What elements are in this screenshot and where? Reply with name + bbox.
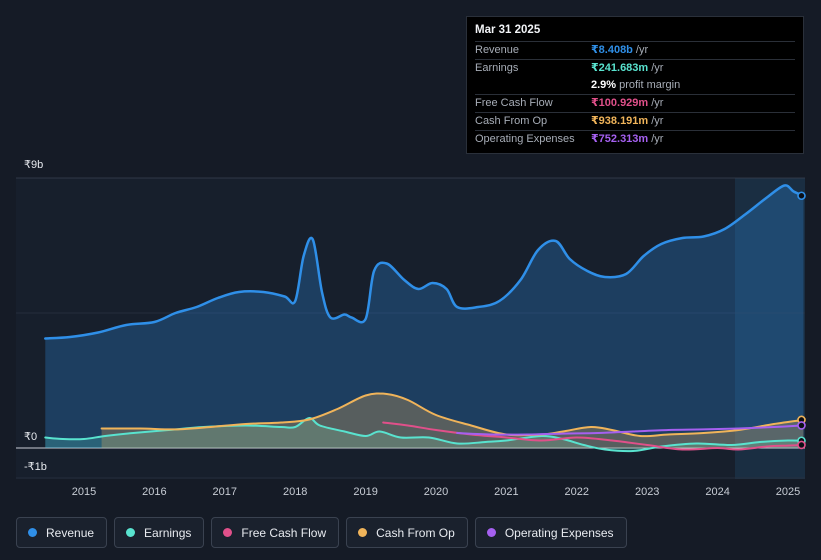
x-tick-label: 2022 bbox=[565, 486, 589, 498]
revenue-area bbox=[45, 185, 804, 448]
legend-dot-icon bbox=[126, 528, 136, 537]
x-tick-label: 2023 bbox=[635, 486, 659, 498]
legend-label: Earnings bbox=[144, 525, 192, 540]
x-tick-label: 2024 bbox=[705, 486, 729, 498]
tooltip-value: ₹752.313m bbox=[591, 133, 649, 145]
y-tick-label: -₹1b bbox=[24, 461, 47, 473]
tooltip-date: Mar 31 2025 bbox=[475, 24, 541, 36]
tooltip-label: Cash From Op bbox=[475, 115, 548, 127]
tooltip-unit: profit margin bbox=[619, 79, 681, 91]
tooltip-label: Operating Expenses bbox=[475, 133, 575, 145]
x-tick-label: 2015 bbox=[72, 486, 96, 498]
tooltip-unit: /yr bbox=[635, 44, 649, 56]
legend-dot-icon bbox=[358, 528, 368, 537]
legend-label: Free Cash Flow bbox=[241, 525, 327, 540]
x-tick-label: 2017 bbox=[213, 486, 237, 498]
revenue-line bbox=[44, 184, 805, 340]
tooltip-row-earnings: Earnings ₹241.683m/yr bbox=[475, 59, 795, 77]
legend-label: Cash From Op bbox=[376, 525, 455, 540]
tooltip-value: ₹938.191m bbox=[591, 115, 649, 127]
tooltip-value: ₹100.929m bbox=[591, 97, 649, 109]
tooltip-value: 2.9% bbox=[591, 79, 617, 91]
tooltip-row-free-cash-flow: Free Cash Flow ₹100.929m/yr bbox=[475, 94, 795, 112]
tooltip-row-operating-expenses: Operating Expenses ₹752.313m/yr bbox=[475, 130, 795, 148]
legend-item-operating-expenses[interactable]: Operating Expenses bbox=[474, 517, 627, 548]
tooltip-unit: /yr bbox=[651, 97, 664, 109]
x-tick-label: 2018 bbox=[283, 486, 307, 498]
y-tick-label: ₹9b bbox=[24, 159, 43, 171]
legend-label: Revenue bbox=[46, 525, 95, 540]
revenue-end-marker bbox=[797, 191, 806, 201]
x-tick-label: 2021 bbox=[494, 486, 518, 498]
legend-label: Operating Expenses bbox=[504, 525, 614, 540]
tooltip-row-cash-from-op: Cash From Op ₹938.191m/yr bbox=[475, 112, 795, 130]
operating-expenses-end-marker bbox=[797, 421, 806, 430]
free-cash-flow-end-marker bbox=[797, 440, 806, 450]
legend-item-revenue[interactable]: Revenue bbox=[16, 517, 108, 548]
tooltip-unit: /yr bbox=[651, 133, 664, 145]
tooltip-label: Revenue bbox=[475, 44, 520, 56]
free-cash-flow-line bbox=[382, 421, 805, 451]
y-tick-label: ₹0 bbox=[24, 431, 37, 443]
legend: Revenue Earnings Free Cash Flow Cash From O… bbox=[16, 517, 627, 548]
tooltip-unit: /yr bbox=[651, 115, 664, 127]
x-tick-label: 2016 bbox=[142, 486, 166, 498]
tooltip-value: ₹8.408b bbox=[591, 44, 633, 56]
cash-from-op-line bbox=[100, 392, 805, 438]
tooltip-value: ₹241.683m bbox=[591, 62, 649, 74]
legend-dot-icon bbox=[223, 528, 233, 537]
legend-item-free-cash-flow[interactable]: Free Cash Flow bbox=[211, 517, 340, 548]
operating-expenses-line bbox=[456, 424, 805, 436]
tooltip-label bbox=[475, 77, 591, 94]
x-tick-label: 2020 bbox=[424, 486, 448, 498]
legend-dot-icon bbox=[28, 528, 37, 537]
legend-item-cash-from-op[interactable]: Cash From Op bbox=[346, 517, 468, 548]
tooltip-row-profit-margin: 2.9% profit margin bbox=[475, 77, 795, 94]
tooltip-label: Earnings bbox=[475, 62, 519, 74]
tooltip: Mar 31 2025 Revenue ₹8.408b/yr Earnings ₹24… bbox=[466, 16, 804, 154]
tooltip-unit: /yr bbox=[651, 62, 664, 74]
x-tick-label: 2019 bbox=[353, 486, 377, 498]
tooltip-row-revenue: Revenue ₹8.408b/yr bbox=[475, 41, 795, 59]
chart-canvas: ₹9b ₹0 -₹1b 2015 2016 2017 2018 2019 2020 2021 20… bbox=[16, 159, 806, 498]
legend-item-earnings[interactable]: Earnings bbox=[114, 517, 205, 548]
x-tick-label: 2025 bbox=[776, 486, 800, 498]
legend-dot-icon bbox=[486, 528, 496, 537]
tooltip-label: Free Cash Flow bbox=[475, 97, 553, 109]
